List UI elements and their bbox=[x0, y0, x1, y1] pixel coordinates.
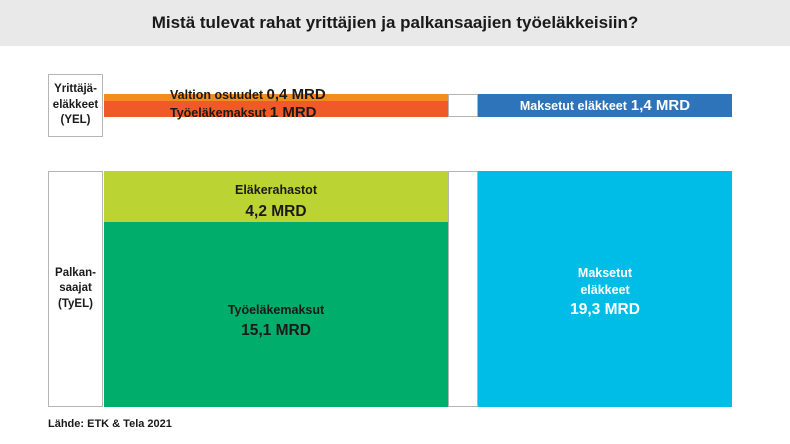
label-yel-valtion-osuudet: Valtion osuudet 0,4 MRD bbox=[170, 86, 326, 103]
data-label: 0,4 MRD bbox=[266, 86, 326, 103]
label-text: Työeläkemaksut bbox=[170, 106, 267, 120]
label-text: Maksetut eläkkeet bbox=[577, 266, 633, 297]
source-note: Lähde: ETK & Tela 2021 bbox=[48, 418, 172, 430]
data-label: 15,1 MRD bbox=[241, 322, 311, 339]
data-label: 1 MRD bbox=[269, 104, 317, 121]
bar-tyel-maksetut-elakkeet: Maksetut eläkkeet 19,3 MRD bbox=[478, 171, 732, 407]
tyel-row-label-text: Palkan- saajat (TyEL) bbox=[55, 266, 96, 310]
yel-row-label: Yrittäjä- eläkkeet (YEL) bbox=[48, 74, 103, 137]
chart-title: Mistä tulevat rahat yrittäjien ja palkan… bbox=[151, 13, 639, 32]
bar-yel-valtion-osuudet bbox=[104, 94, 448, 101]
bar-tyel-tyoelakemaksut: Työeläkemaksut 15,1 MRD bbox=[104, 222, 448, 407]
label-text: Eläkerahastot bbox=[235, 183, 317, 197]
label-text: Työeläkemaksut bbox=[227, 303, 325, 317]
label-yel-tyoelakemaksut: Työeläkemaksut 1 MRD bbox=[170, 104, 317, 121]
data-label: 4,2 MRD bbox=[245, 203, 307, 220]
bar-yel-tyoelakemaksut bbox=[104, 101, 448, 117]
data-label: 19,3 MRD bbox=[570, 301, 640, 318]
title-bar: Mistä tulevat rahat yrittäjien ja palkan… bbox=[0, 0, 790, 46]
tyel-gap-cell bbox=[448, 171, 478, 407]
label-text: Valtion osuudet bbox=[170, 88, 264, 102]
tyel-row-label: Palkan- saajat (TyEL) bbox=[48, 171, 103, 407]
bar-tyel-elakerahastot: Eläkerahastot 4,2 MRD bbox=[104, 171, 448, 222]
yel-gap-cell bbox=[448, 94, 478, 117]
label-yel-maksetut-elakkeet: Maksetut eläkkeet 1,4 MRD bbox=[478, 94, 732, 117]
bar-yel-maksetut-elakkeet bbox=[478, 94, 732, 117]
data-label: 1,4 MRD bbox=[630, 97, 691, 114]
yel-row-label-text: Yrittäjä- eläkkeet (YEL) bbox=[52, 83, 99, 127]
label-text: Maksetut eläkkeet bbox=[519, 98, 627, 113]
